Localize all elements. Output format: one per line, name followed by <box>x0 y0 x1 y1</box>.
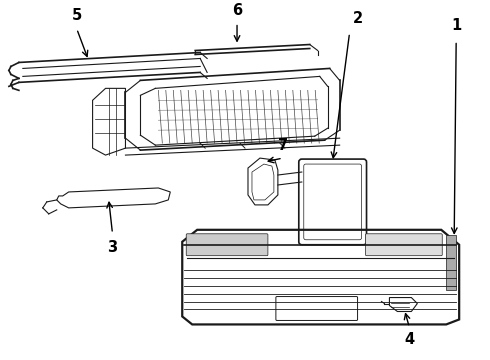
Text: 7: 7 <box>278 138 288 153</box>
Text: 2: 2 <box>352 11 363 26</box>
Text: 4: 4 <box>404 332 415 347</box>
Text: 1: 1 <box>451 18 461 33</box>
FancyBboxPatch shape <box>186 234 268 256</box>
FancyBboxPatch shape <box>446 235 456 289</box>
Text: 6: 6 <box>232 3 242 18</box>
Text: 5: 5 <box>72 8 82 23</box>
FancyBboxPatch shape <box>366 234 442 256</box>
Text: 3: 3 <box>107 240 118 255</box>
